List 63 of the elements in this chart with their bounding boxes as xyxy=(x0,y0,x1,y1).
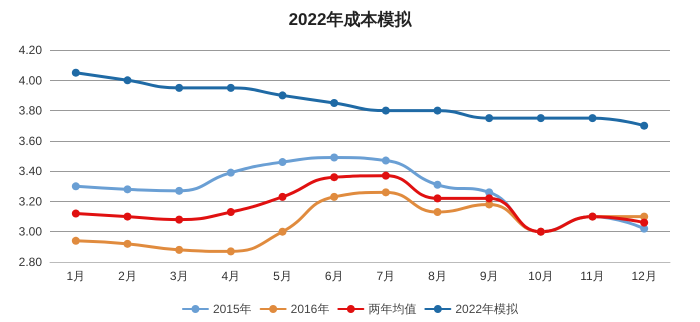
point xyxy=(330,173,338,182)
point xyxy=(434,194,442,202)
point xyxy=(536,114,545,122)
point xyxy=(640,122,648,130)
point xyxy=(175,84,184,92)
point xyxy=(485,194,494,202)
x-tick-label: 3月 xyxy=(170,269,189,283)
point xyxy=(72,210,80,218)
point xyxy=(124,185,132,194)
legend-label: 两年均值 xyxy=(368,302,416,316)
point xyxy=(278,158,286,166)
point xyxy=(278,228,286,236)
point xyxy=(72,68,80,77)
point xyxy=(330,99,338,107)
point xyxy=(226,84,235,92)
y-tick-label: 3.80 xyxy=(18,104,42,118)
point xyxy=(124,240,132,248)
x-tick-label: 7月 xyxy=(376,269,396,283)
legend-label: 2022年模拟 xyxy=(455,302,520,316)
x-tick-label: 11月 xyxy=(580,269,605,283)
point xyxy=(124,76,132,84)
x-tick-label: 12月 xyxy=(631,269,657,283)
x-tick-label: 10月 xyxy=(528,269,554,283)
point xyxy=(72,236,80,245)
point xyxy=(278,192,286,201)
point xyxy=(330,192,338,201)
point xyxy=(226,208,235,216)
y-tick-label: 3.60 xyxy=(18,134,42,148)
point xyxy=(485,114,494,122)
point xyxy=(434,180,442,189)
point xyxy=(434,106,442,115)
y-tick-label: 4.20 xyxy=(18,43,42,57)
point xyxy=(330,154,338,162)
chart-title: 2022年成本模拟 xyxy=(288,10,412,29)
point xyxy=(278,91,286,100)
x-tick-label: 9月 xyxy=(480,269,499,283)
x-tick-label: 5月 xyxy=(273,269,292,283)
point xyxy=(72,182,80,190)
y-tick-label: 3.20 xyxy=(18,194,42,208)
y-tick-label: 2.80 xyxy=(18,255,42,269)
x-tick-label: 8月 xyxy=(428,269,447,283)
point xyxy=(382,188,390,196)
y-tick-label: 3.00 xyxy=(18,224,42,239)
legend-label: 2016年 xyxy=(290,302,330,316)
x-tick-label: 4月 xyxy=(221,269,240,283)
point xyxy=(226,168,235,177)
point xyxy=(588,114,596,122)
legend-label: 2015年 xyxy=(212,302,252,316)
y-tick-label: 4.00 xyxy=(18,73,42,88)
point xyxy=(175,246,184,254)
x-tick-label: 1月 xyxy=(66,269,86,283)
point xyxy=(640,218,648,227)
point xyxy=(175,186,184,195)
point xyxy=(382,172,390,180)
point xyxy=(226,247,235,256)
point xyxy=(124,212,132,221)
point xyxy=(382,106,390,115)
x-tick-label: 2月 xyxy=(118,269,137,283)
y-tick-label: 3.40 xyxy=(18,164,42,178)
point xyxy=(434,208,442,216)
point xyxy=(382,156,390,165)
point xyxy=(175,216,184,224)
x-tick-label: 6月 xyxy=(324,269,344,283)
